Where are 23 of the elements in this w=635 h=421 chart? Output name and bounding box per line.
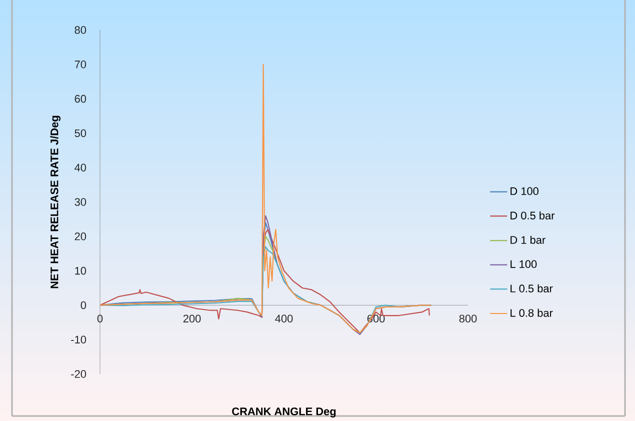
x-axis-title: CRANK ANGLE Deg (232, 408, 336, 418)
y-tick-label: 50 (74, 129, 86, 138)
y-tick-label: -20 (71, 370, 86, 378)
y-tick-label: 0 (80, 301, 86, 310)
legend-label: L 100 (510, 260, 537, 268)
y-tick-label: 10 (75, 266, 86, 275)
x-tick-label: 200 (183, 314, 201, 322)
legend-label: D 0.5 bar (510, 211, 555, 220)
x-tick-label: 400 (275, 314, 293, 322)
y-tick-label: -10 (71, 336, 86, 344)
legend-label: D 1 bar (510, 236, 546, 244)
legend-label: L 0.8 bar (510, 308, 553, 317)
y-tick-label: 40 (74, 164, 86, 172)
y-tick-label: 60 (74, 94, 86, 103)
y-axis-title: NET HEAT RELEASE RATE J/Deg (50, 116, 60, 288)
x-tick-label: 0 (97, 314, 103, 322)
x-tick-label: 800 (459, 314, 477, 322)
legend-label: L 0.5 bar (510, 284, 553, 292)
y-tick-label: 30 (74, 198, 86, 206)
y-tick-label: 20 (74, 232, 86, 240)
y-tick-label: 80 (74, 26, 86, 34)
y-tick-label: 70 (74, 60, 86, 68)
legend-label: D 100 (510, 187, 538, 196)
